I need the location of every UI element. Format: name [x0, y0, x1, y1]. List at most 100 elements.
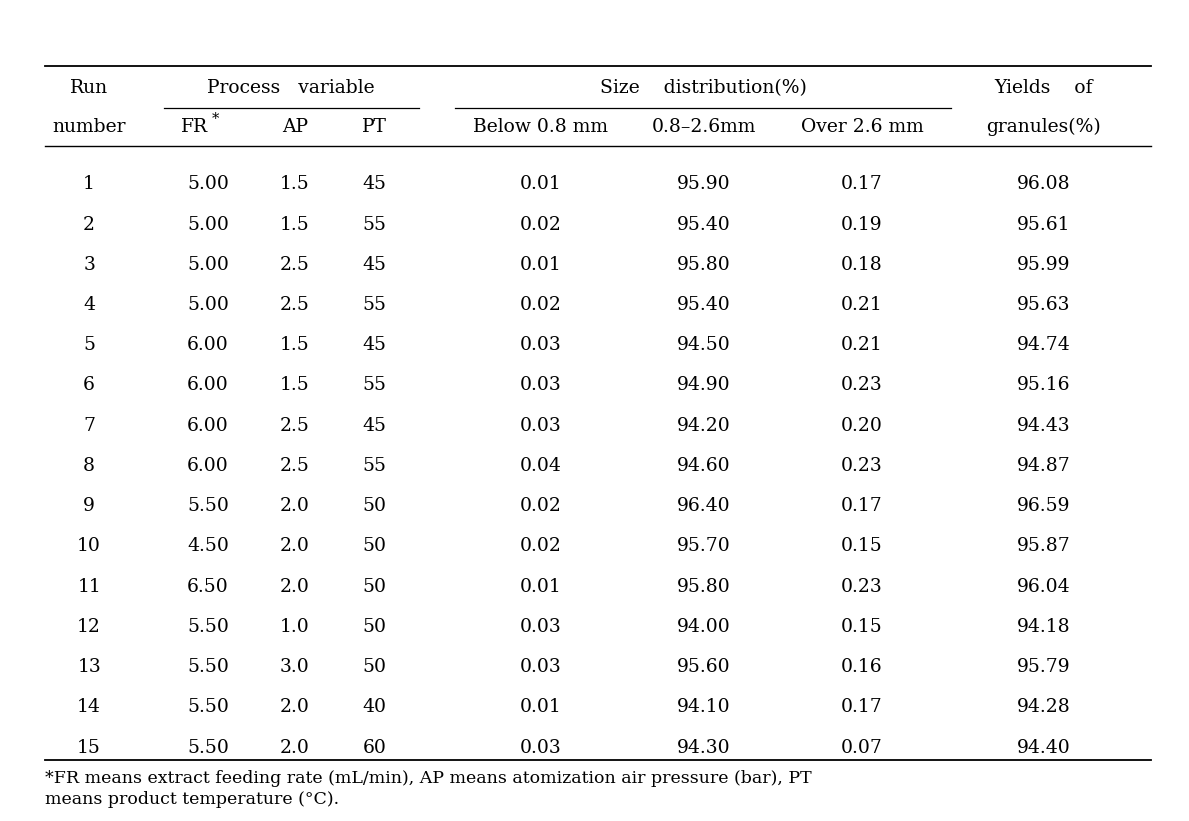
Text: 2.5: 2.5 — [279, 457, 310, 475]
Text: 94.20: 94.20 — [677, 417, 731, 434]
Text: 96.59: 96.59 — [1018, 498, 1070, 515]
Text: 94.28: 94.28 — [1017, 699, 1071, 716]
Text: 5.50: 5.50 — [187, 498, 229, 515]
Text: 45: 45 — [363, 176, 386, 193]
Text: 0.07: 0.07 — [841, 739, 883, 756]
Text: *FR means extract feeding rate (mL/min), AP means atomization air pressure (bar): *FR means extract feeding rate (mL/min),… — [45, 770, 812, 787]
Text: 55: 55 — [363, 457, 386, 475]
Text: 12: 12 — [77, 618, 101, 635]
Text: 0.02: 0.02 — [520, 498, 562, 515]
Text: 50: 50 — [363, 498, 386, 515]
Text: 0.03: 0.03 — [520, 618, 562, 635]
Text: granules(%): granules(%) — [987, 118, 1101, 136]
Text: 6.00: 6.00 — [187, 337, 229, 354]
Text: 95.70: 95.70 — [677, 538, 731, 555]
Text: 0.17: 0.17 — [841, 498, 883, 515]
Text: 95.16: 95.16 — [1018, 377, 1070, 394]
Text: 5.50: 5.50 — [187, 699, 229, 716]
Text: 11: 11 — [77, 578, 101, 595]
Text: 1: 1 — [83, 176, 95, 193]
Text: 50: 50 — [363, 658, 386, 676]
Text: 2.0: 2.0 — [279, 699, 310, 716]
Text: 5.00: 5.00 — [187, 256, 229, 273]
Text: 0.19: 0.19 — [841, 216, 883, 233]
Text: 5.00: 5.00 — [187, 216, 229, 233]
Text: Run: Run — [70, 79, 108, 97]
Text: 0.03: 0.03 — [520, 739, 562, 756]
Text: 1.5: 1.5 — [279, 216, 310, 233]
Text: 0.01: 0.01 — [520, 699, 562, 716]
Text: 0.21: 0.21 — [841, 337, 883, 354]
Text: 0.01: 0.01 — [520, 578, 562, 595]
Text: 5.50: 5.50 — [187, 618, 229, 635]
Text: 0.03: 0.03 — [520, 337, 562, 354]
Text: 95.60: 95.60 — [677, 658, 731, 676]
Text: 95.80: 95.80 — [677, 256, 731, 273]
Text: 55: 55 — [363, 216, 386, 233]
Text: 95.40: 95.40 — [677, 216, 731, 233]
Text: 5.50: 5.50 — [187, 739, 229, 756]
Text: 0.17: 0.17 — [841, 699, 883, 716]
Text: number: number — [52, 118, 126, 136]
Text: 6.00: 6.00 — [187, 457, 229, 475]
Text: 1.0: 1.0 — [279, 618, 310, 635]
Text: 0.23: 0.23 — [841, 457, 883, 475]
Text: 94.87: 94.87 — [1017, 457, 1071, 475]
Text: 0.03: 0.03 — [520, 417, 562, 434]
Text: 2.0: 2.0 — [279, 739, 310, 756]
Text: 6.50: 6.50 — [187, 578, 229, 595]
Text: 0.02: 0.02 — [520, 296, 562, 314]
Text: 50: 50 — [363, 618, 386, 635]
Text: 50: 50 — [363, 538, 386, 555]
Text: 6.00: 6.00 — [187, 417, 229, 434]
Text: 1.5: 1.5 — [279, 176, 310, 193]
Text: 50: 50 — [363, 578, 386, 595]
Text: 60: 60 — [363, 739, 386, 756]
Text: *: * — [212, 112, 219, 126]
Text: 96.08: 96.08 — [1017, 176, 1071, 193]
Text: 40: 40 — [363, 699, 386, 716]
Text: 0.8–2.6mm: 0.8–2.6mm — [652, 118, 756, 136]
Text: 95.99: 95.99 — [1018, 256, 1070, 273]
Text: 3: 3 — [83, 256, 95, 273]
Text: 13: 13 — [77, 658, 101, 676]
Text: 9: 9 — [83, 498, 95, 515]
Text: FR: FR — [181, 118, 208, 136]
Text: 95.79: 95.79 — [1017, 658, 1071, 676]
Text: Yields    of: Yields of — [995, 79, 1093, 97]
Text: 95.61: 95.61 — [1018, 216, 1070, 233]
Text: 0.21: 0.21 — [841, 296, 883, 314]
Text: 2.0: 2.0 — [279, 578, 310, 595]
Text: 0.16: 0.16 — [841, 658, 883, 676]
Text: 4.50: 4.50 — [187, 538, 229, 555]
Text: 2.0: 2.0 — [279, 538, 310, 555]
Text: 55: 55 — [363, 377, 386, 394]
Text: 94.10: 94.10 — [677, 699, 731, 716]
Text: 2.0: 2.0 — [279, 498, 310, 515]
Text: 0.01: 0.01 — [520, 176, 562, 193]
Text: means product temperature (°C).: means product temperature (°C). — [45, 791, 339, 808]
Text: 5.00: 5.00 — [187, 296, 229, 314]
Text: 0.15: 0.15 — [841, 618, 883, 635]
Text: 0.20: 0.20 — [841, 417, 883, 434]
Text: 94.90: 94.90 — [677, 377, 731, 394]
Text: 1.5: 1.5 — [279, 337, 310, 354]
Text: 55: 55 — [363, 296, 386, 314]
Text: Size    distribution(%): Size distribution(%) — [600, 79, 807, 97]
Text: Over 2.6 mm: Over 2.6 mm — [800, 118, 924, 136]
Text: 2: 2 — [83, 216, 95, 233]
Text: 95.63: 95.63 — [1018, 296, 1070, 314]
Text: 2.5: 2.5 — [279, 296, 310, 314]
Text: 94.43: 94.43 — [1017, 417, 1071, 434]
Text: 45: 45 — [363, 337, 386, 354]
Text: AP: AP — [282, 118, 308, 136]
Text: 95.80: 95.80 — [677, 578, 731, 595]
Text: 94.30: 94.30 — [677, 739, 731, 756]
Text: 95.90: 95.90 — [677, 176, 731, 193]
Text: 0.02: 0.02 — [520, 538, 562, 555]
Text: 5.00: 5.00 — [187, 176, 229, 193]
Text: 94.74: 94.74 — [1017, 337, 1071, 354]
Text: 0.23: 0.23 — [841, 377, 883, 394]
Text: 6: 6 — [83, 377, 95, 394]
Text: 2.5: 2.5 — [279, 256, 310, 273]
